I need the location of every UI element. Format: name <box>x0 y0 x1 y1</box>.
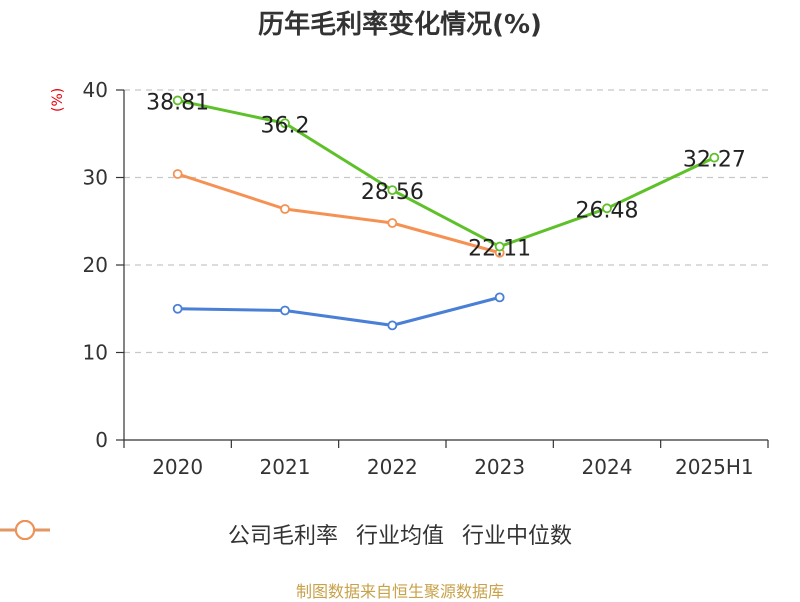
data-label: 38.81 <box>146 90 209 115</box>
legend: 公司毛利率 行业均值 行业中位数 <box>0 518 800 550</box>
data-point <box>387 185 398 196</box>
data-point <box>709 152 720 163</box>
data-label: 26.48 <box>576 198 639 223</box>
legend-item-company[interactable]: 公司毛利率 <box>0 518 338 550</box>
x-tick-label: 2020 <box>152 455 203 479</box>
data-point <box>387 320 398 331</box>
data-label: 36.2 <box>261 113 310 138</box>
series-line <box>177 98 715 249</box>
legend-label-company: 公司毛利率 <box>227 524 338 549</box>
y-tick-label: 10 <box>83 341 108 365</box>
data-point <box>602 203 612 214</box>
series-line <box>177 172 501 255</box>
data-point <box>387 218 398 228</box>
x-tick-label: 2021 <box>260 455 311 479</box>
legend-label-industry-median: 行业中位数 <box>462 524 573 549</box>
legend-marker <box>15 520 35 540</box>
data-point <box>494 292 505 303</box>
y-tick-label: 30 <box>83 166 108 190</box>
data-point <box>172 169 183 179</box>
legend-item-industry-mean[interactable]: 行业均值 <box>0 518 444 550</box>
data-point <box>280 118 290 129</box>
data-label: 28.56 <box>361 180 424 205</box>
x-tick-label: 2024 <box>582 455 633 479</box>
chart-title: 历年毛利率变化情况(%) <box>258 10 542 40</box>
data-label: 32.27 <box>683 148 746 173</box>
data-point <box>172 95 183 106</box>
data-point <box>280 204 290 214</box>
legend-swatch-industry-median <box>0 520 50 540</box>
x-tick-label: 2023 <box>474 455 525 479</box>
data-point <box>172 303 183 314</box>
legend-item-industry-median[interactable]: 行业中位数 <box>0 518 573 550</box>
y-tick-label: 20 <box>83 253 108 277</box>
x-tick-label: 2022 <box>367 455 418 479</box>
series-line <box>177 295 501 327</box>
x-tick-label: 2025H1 <box>675 455 754 479</box>
y-tick-label: 40 <box>83 78 108 102</box>
data-point <box>280 305 290 316</box>
data-point <box>494 241 505 252</box>
source-note: 制图数据来自恒生聚源数据库 <box>295 582 504 601</box>
y-tick-label: 0 <box>95 428 108 452</box>
data-label: 22.11 <box>468 237 531 262</box>
legend-label-industry-mean: 行业均值 <box>355 524 444 549</box>
